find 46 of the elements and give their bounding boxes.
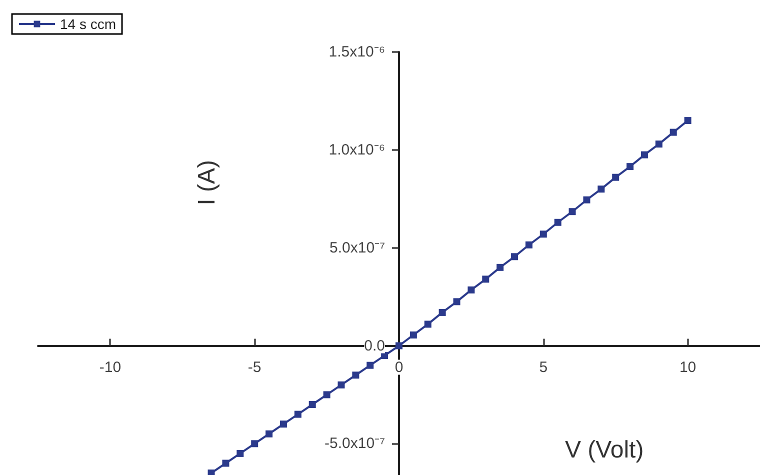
point: [294, 410, 302, 418]
point: [266, 430, 273, 438]
x-tick-label: 5: [539, 358, 548, 376]
point: [482, 276, 490, 283]
point: [208, 470, 215, 475]
x-tick-label: -5: [248, 358, 262, 376]
y-tick-label: 0.0: [364, 337, 385, 354]
legend-label: 14 s ccm: [60, 16, 116, 32]
point: [640, 151, 648, 158]
point: [525, 241, 532, 248]
point: [583, 196, 590, 204]
y-tick-label: 5.0x10⁻⁷: [330, 239, 385, 256]
point: [568, 208, 576, 216]
x-tick-label: -10: [99, 358, 122, 376]
point: [438, 308, 446, 316]
point: [684, 117, 692, 124]
point: [396, 342, 402, 350]
y-tick-label: 1.5x10⁻⁶: [328, 44, 385, 60]
point: [540, 230, 547, 238]
y-tick-label: 1.0x10⁻⁶: [328, 141, 385, 158]
point: [511, 253, 518, 260]
point: [280, 420, 287, 428]
point: [323, 391, 330, 398]
point: [670, 128, 677, 136]
x-axis-title: V (Volt): [565, 436, 644, 464]
point: [251, 440, 258, 448]
point: [612, 174, 620, 181]
y-axis-title: I (A): [194, 160, 220, 206]
point: [236, 450, 244, 457]
point: [626, 163, 634, 170]
point: [366, 362, 374, 369]
point: [424, 320, 432, 328]
point: [598, 186, 605, 193]
point: [352, 372, 360, 379]
x-tick-label: 10: [679, 358, 696, 376]
point: [655, 140, 662, 148]
point: [468, 286, 475, 294]
point: [496, 264, 504, 271]
point: [222, 460, 230, 467]
y-tick-label: -5.0x10⁻⁷: [324, 435, 385, 452]
point: [554, 218, 562, 226]
x-tick-label: 0: [394, 358, 404, 376]
point: [410, 331, 417, 338]
point: [453, 298, 460, 306]
point: [338, 381, 345, 388]
point: [308, 401, 316, 408]
